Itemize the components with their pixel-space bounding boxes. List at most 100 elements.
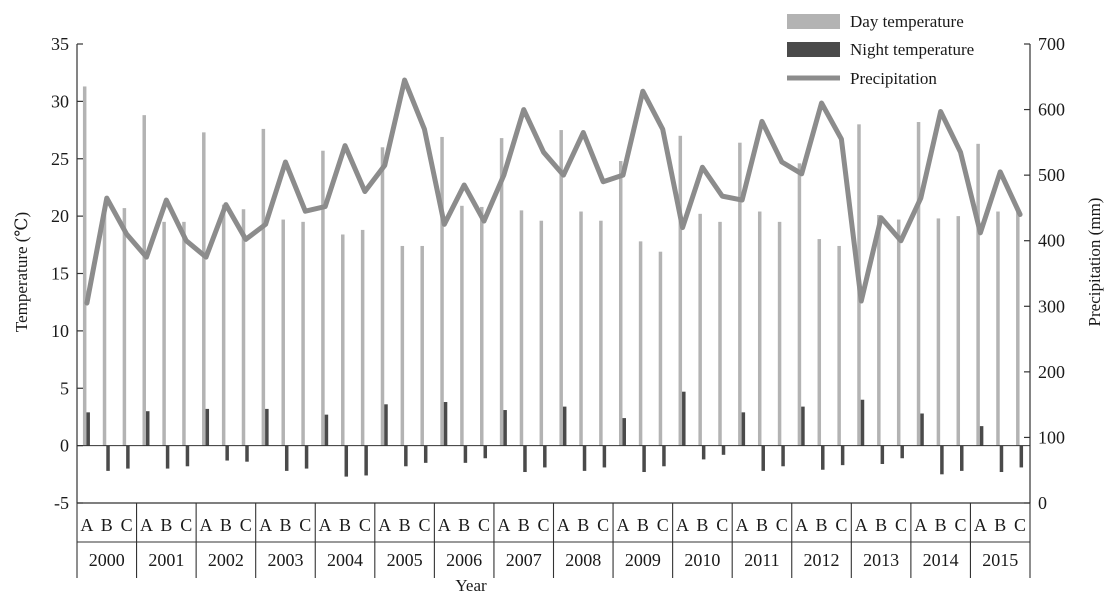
y-tick-label: 5 xyxy=(60,378,69,398)
y2-tick-label: 700 xyxy=(1038,34,1065,54)
night-temperature-bar xyxy=(185,445,190,467)
y2-axis-title: Precipitation (mm) xyxy=(1085,198,1104,327)
night-temperature-bar xyxy=(483,445,488,459)
night-temperature-bar xyxy=(860,399,865,446)
subcategory-label: A xyxy=(497,515,510,535)
night-temperature-bar xyxy=(284,445,289,471)
night-temperature-bar xyxy=(443,402,448,446)
subcategory-label: B xyxy=(458,515,470,535)
subcategory-label: A xyxy=(140,515,153,535)
subcategory-label: B xyxy=(875,515,887,535)
y-tick-label: 20 xyxy=(51,206,69,226)
day-temperature-bar xyxy=(341,234,345,446)
day-temperature-bar xyxy=(301,221,305,446)
axes: -5 0 5 10 15 20 25 30 35 0 100 200 300 400 500 600 700 xyxy=(51,34,1065,513)
day-temperature-bar xyxy=(321,150,325,446)
year-label: 2014 xyxy=(923,550,959,570)
subcategory-label: B xyxy=(160,515,172,535)
day-temperature-bar xyxy=(738,142,742,446)
night-temperature-bar xyxy=(801,406,805,446)
day-temperature-bar xyxy=(678,135,683,446)
night-temperature-bar xyxy=(423,445,428,463)
day-temperature-bar xyxy=(936,218,941,446)
y2-tick-label: 200 xyxy=(1038,362,1065,382)
subcategory-label: A xyxy=(557,515,570,535)
subcategory-label: A xyxy=(616,515,629,535)
night-temperature-bar xyxy=(265,408,269,446)
subcategory-label: B xyxy=(756,515,768,535)
subcategory-label: A xyxy=(259,515,272,535)
day-temperature-bar xyxy=(460,205,464,446)
night-temperature-bar xyxy=(324,414,329,446)
y-tick-label: 25 xyxy=(51,149,69,169)
subcategory-label: C xyxy=(835,515,847,535)
night-temperature-bar xyxy=(662,445,666,467)
night-temperature-bar xyxy=(225,445,229,461)
subcategory-label: C xyxy=(955,515,967,535)
day-temperature-bar xyxy=(182,221,186,446)
precipitation-line-group xyxy=(84,77,1023,306)
subcategory-label: A xyxy=(319,515,332,535)
day-temperature-bar xyxy=(718,221,722,446)
night-temperature-bar xyxy=(582,445,587,471)
night-temperature-bar xyxy=(880,445,885,464)
night-temperature-bar xyxy=(979,426,984,446)
subcategory-label: B xyxy=(637,515,649,535)
subcategory-label: C xyxy=(776,515,788,535)
year-label: 2010 xyxy=(684,550,720,570)
day-temperature-bar xyxy=(241,209,246,446)
night-temperature-bar xyxy=(741,412,746,446)
subcategory-label: A xyxy=(795,515,808,535)
day-temperature-bar xyxy=(400,245,405,446)
night-temperature-bar xyxy=(960,445,964,471)
year-label: 2011 xyxy=(744,550,779,570)
subcategory-label: C xyxy=(657,515,669,535)
night-temperature-bar xyxy=(920,413,924,446)
night-temperature-bar xyxy=(761,445,765,471)
subcategory-label: C xyxy=(299,515,311,535)
subcategory-label: A xyxy=(80,515,93,535)
day-temperature-bar xyxy=(122,208,127,446)
year-label: 2012 xyxy=(804,550,840,570)
subcategory-label: A xyxy=(378,515,391,535)
subcategory-label: A xyxy=(438,515,451,535)
legend-swatch-night-temperature xyxy=(787,42,840,57)
subcategory-label: C xyxy=(121,515,133,535)
legend-label-night-temperature: Night temperature xyxy=(850,40,974,59)
subcategory-label: C xyxy=(478,515,490,535)
subcategory-label: B xyxy=(696,515,708,535)
subcategory-label: A xyxy=(736,515,749,535)
night-temperature-bar xyxy=(344,445,349,477)
day-temperature-bar xyxy=(261,128,266,446)
day-temperature-bar xyxy=(579,211,583,446)
night-temperature-bar xyxy=(245,445,249,462)
day-temperature-bar xyxy=(956,216,961,446)
year-label: 2000 xyxy=(89,550,125,570)
day-temperature-bar xyxy=(519,210,524,446)
day-temperature-bar xyxy=(638,241,643,446)
night-temperature-bar xyxy=(463,445,468,463)
subcategory-label: C xyxy=(538,515,550,535)
day-temperature-bar xyxy=(837,245,841,446)
year-label: 2009 xyxy=(625,550,661,570)
precipitation-line xyxy=(84,77,1023,306)
y2-tick-label: 300 xyxy=(1038,296,1065,316)
day-temperature-bar xyxy=(281,219,285,446)
night-temperature-bar xyxy=(840,445,845,466)
y-tick-label: 35 xyxy=(51,34,69,54)
y-tick-label: 15 xyxy=(51,264,69,284)
day-temperature-bar xyxy=(599,220,603,446)
year-label: 2015 xyxy=(982,550,1018,570)
subcategory-label: B xyxy=(101,515,113,535)
night-temperature-bar xyxy=(126,445,130,469)
subcategory-label: B xyxy=(279,515,291,535)
y2-tick-label: 500 xyxy=(1038,165,1065,185)
y2-tick-label: 0 xyxy=(1038,493,1047,513)
y-tick-label: 10 xyxy=(51,321,69,341)
subcategory-label: B xyxy=(220,515,232,535)
day-temperature-bar xyxy=(142,115,146,446)
day-temperature-bar xyxy=(976,143,980,446)
subcategory-label: B xyxy=(994,515,1006,535)
night-temperature-bar xyxy=(642,445,646,473)
